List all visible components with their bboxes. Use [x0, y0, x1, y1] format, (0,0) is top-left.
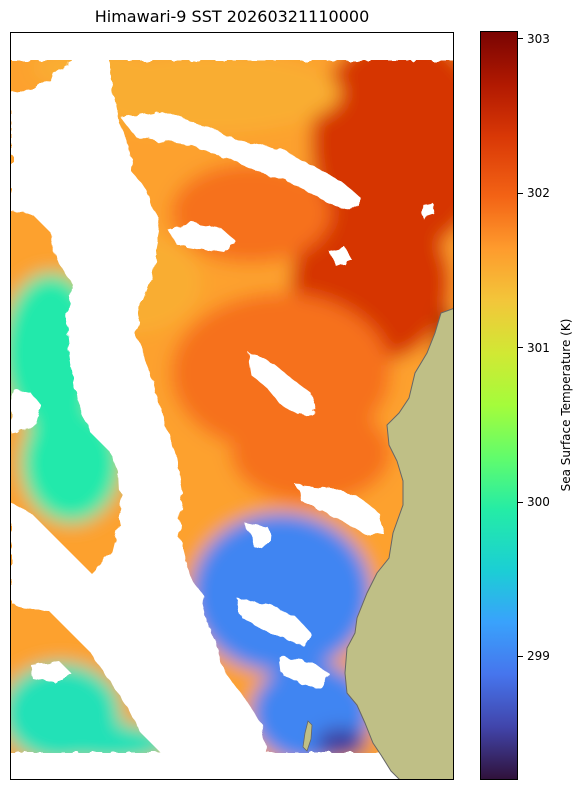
sst-region-6-0 — [191, 513, 371, 673]
colorbar-tick-mark — [518, 192, 523, 194]
sst-region-3-2 — [231, 403, 391, 503]
colorbar-gradient — [481, 32, 517, 779]
colorbar-tick-label: 301 — [527, 340, 550, 355]
sst-map — [10, 32, 454, 780]
sst-map-svg — [11, 60, 453, 779]
colorbar-tick-mark — [518, 655, 523, 657]
colorbar-tick-label: 299 — [527, 649, 550, 664]
sst-region-7-0 — [316, 728, 366, 753]
land-mask — [302, 308, 453, 779]
cloud-mask — [11, 60, 435, 753]
colorbar-label: Sea Surface Temperature (K) — [559, 318, 573, 492]
colorbar-tick-mark — [518, 347, 523, 349]
colorbar-tick-mark — [518, 501, 523, 503]
colorbar-tick-label: 302 — [527, 186, 550, 201]
colorbar-tick-label: 303 — [527, 31, 550, 46]
colorbar-tick-mark — [518, 38, 523, 40]
colorbar — [480, 31, 518, 780]
chart-title: Himawari-9 SST 20260321110000 — [94, 7, 370, 26]
colorbar-tick-label: 300 — [527, 495, 550, 510]
